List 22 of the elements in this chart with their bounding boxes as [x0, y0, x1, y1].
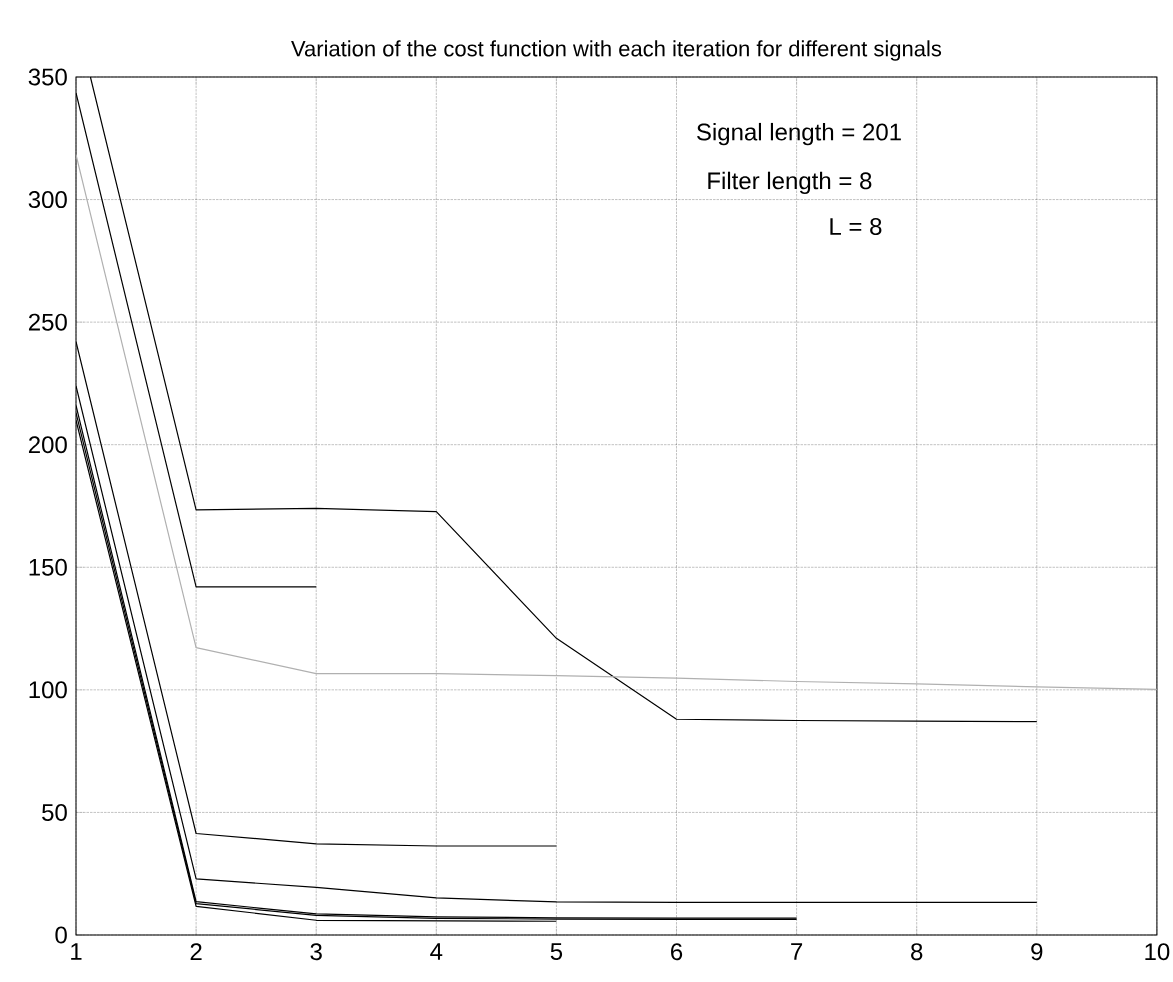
y-tick-label: 350	[28, 68, 67, 86]
y-tick-label: 250	[28, 313, 67, 331]
annotation: Signal length = 201	[697, 122, 901, 146]
y-tick-label: 200	[28, 436, 67, 454]
x-tick-label: 10	[1145, 943, 1170, 961]
y-tick-label: 50	[42, 803, 67, 821]
y-tick-label: 150	[29, 558, 67, 576]
y-tick-label: 0	[55, 926, 67, 944]
y-tick-label: 100	[29, 681, 67, 699]
x-tick-label: 6	[671, 943, 683, 961]
annotation: Filter length = 8	[708, 171, 872, 195]
chart-title: Variation of the cost function with each iteration for different signals	[291, 40, 942, 61]
x-tick-label: 7	[791, 943, 803, 960]
x-tick-label: 9	[1031, 943, 1043, 961]
x-tick-label: 1	[71, 943, 82, 960]
x-tick-label: 4	[430, 943, 443, 960]
y-tick-label: 300	[28, 191, 67, 209]
x-tick-label: 2	[190, 943, 202, 960]
x-tick-label: 5	[550, 943, 563, 960]
annotation: L = 8	[830, 218, 882, 236]
x-tick-label: 8	[911, 943, 923, 961]
x-tick-label: 3	[310, 943, 322, 961]
